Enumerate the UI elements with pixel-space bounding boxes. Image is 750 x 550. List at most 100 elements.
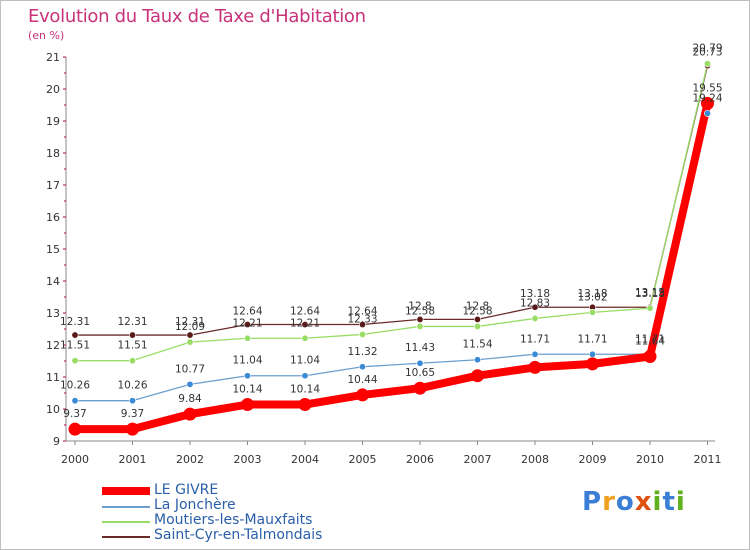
data-label-2-5: 12.33 xyxy=(347,313,377,325)
data-label-0-2: 9.84 xyxy=(178,393,202,405)
data-label-1-11: 19.24 xyxy=(692,92,722,104)
logo-letter: i xyxy=(652,487,663,517)
series-line-3 xyxy=(75,65,709,336)
series-line-2 xyxy=(75,63,709,362)
data-point-3-8 xyxy=(531,303,539,311)
data-label-2-7: 12.58 xyxy=(462,305,492,317)
data-point-3-6 xyxy=(416,315,424,323)
data-point-0-5 xyxy=(356,388,369,402)
data-point-1-11 xyxy=(703,109,711,117)
x-tick-label: 2011 xyxy=(694,453,722,466)
chart-points xyxy=(68,60,714,436)
data-label-0-11: 19.55 xyxy=(692,82,722,94)
data-point-3-3 xyxy=(244,321,252,329)
data-point-2-10 xyxy=(646,304,654,312)
y-tick-label: 12 xyxy=(46,339,60,352)
data-point-3-4 xyxy=(301,321,309,329)
data-point-2-3 xyxy=(244,334,252,342)
data-label-3-11: 20.73 xyxy=(692,47,722,59)
proxiti-logo: Proxiti xyxy=(582,487,686,517)
data-point-2-11 xyxy=(703,60,711,68)
data-point-1-5 xyxy=(358,363,366,371)
data-label-3-5: 12.64 xyxy=(347,306,377,318)
data-label-3-7: 12.8 xyxy=(466,300,489,312)
data-point-1-2 xyxy=(186,380,194,388)
x-tick-label: 2010 xyxy=(636,453,664,466)
data-point-0-1 xyxy=(126,422,139,436)
legend-label-le-givre: LE GIVRE xyxy=(154,482,219,498)
data-label-1-8: 11.71 xyxy=(520,333,550,345)
data-point-2-9 xyxy=(588,308,596,316)
data-label-1-6: 11.43 xyxy=(405,342,435,354)
data-label-1-4: 11.04 xyxy=(290,355,320,367)
legend-label-moutiers: Moutiers-les-Mauxfaits xyxy=(154,512,313,528)
y-tick-label: 15 xyxy=(46,243,60,256)
data-label-2-0: 11.51 xyxy=(60,340,90,352)
legend-swatch-la-jonchere xyxy=(102,506,150,508)
legend-label-la-jonchere: La Jonchère xyxy=(154,497,236,513)
data-point-3-0 xyxy=(71,331,79,339)
data-label-3-1: 12.31 xyxy=(117,316,147,328)
data-point-0-10 xyxy=(643,350,657,364)
data-label-3-6: 12.8 xyxy=(408,300,431,312)
logo-letter: t xyxy=(662,487,676,517)
x-tick-label: 2004 xyxy=(291,453,319,466)
data-point-1-1 xyxy=(129,397,137,405)
chart-lines xyxy=(75,63,712,434)
data-label-2-11: 20.79 xyxy=(692,43,722,55)
series-line-0 xyxy=(75,102,712,434)
data-point-1-0 xyxy=(71,397,79,405)
data-label-0-1: 9.37 xyxy=(121,408,144,420)
data-label-0-3: 10.14 xyxy=(232,384,262,396)
data-point-0-6 xyxy=(413,381,427,395)
data-label-3-4: 12.64 xyxy=(290,306,320,318)
x-tick-label: 2006 xyxy=(406,453,434,466)
logo-letter: r xyxy=(602,487,616,517)
x-tick-label: 2001 xyxy=(119,453,147,466)
data-point-0-4 xyxy=(298,398,312,412)
data-point-1-4 xyxy=(301,372,309,380)
data-label-0-10: 11.64 xyxy=(635,336,665,348)
data-point-2-1 xyxy=(129,357,137,365)
chart-unit: (en %) xyxy=(28,29,65,42)
x-tick-label: 2005 xyxy=(349,453,377,466)
logo-letter: i xyxy=(675,487,686,517)
data-point-2-2 xyxy=(186,338,194,346)
y-tick-label: 13 xyxy=(46,307,60,320)
data-label-1-7: 11.54 xyxy=(462,339,492,351)
data-label-3-10: 13.18 xyxy=(635,288,665,300)
data-label-3-3: 12.64 xyxy=(232,306,262,318)
data-point-1-6 xyxy=(416,359,424,367)
data-label-1-2: 10.77 xyxy=(175,363,205,375)
data-label-3-0: 12.31 xyxy=(60,316,90,328)
data-label-0-6: 10.65 xyxy=(405,367,435,379)
y-tick-label: 18 xyxy=(46,147,60,160)
data-label-3-9: 13.18 xyxy=(577,288,607,300)
data-point-3-1 xyxy=(129,331,137,339)
data-label-0-0: 9.37 xyxy=(63,408,86,420)
data-label-2-2: 12.09 xyxy=(175,321,205,333)
data-label-3-8: 13.18 xyxy=(520,288,550,300)
data-point-1-7 xyxy=(473,356,481,364)
data-point-0-11 xyxy=(701,96,714,110)
legend-label-saint-cyr: Saint-Cyr-en-Talmondais xyxy=(154,527,323,543)
data-label-2-6: 12.58 xyxy=(405,305,435,317)
x-tick-label: 2007 xyxy=(464,453,492,466)
chart-axes: 9 10 11 12 13 14 15 16 17 18 19 20 21 2000 2001 2002 200… xyxy=(46,51,722,466)
data-point-3-7 xyxy=(473,315,481,323)
data-label-1-0: 10.26 xyxy=(60,380,90,392)
y-tick-label: 21 xyxy=(46,51,60,64)
logo-letter: P xyxy=(582,487,603,517)
logo-letter: o xyxy=(615,487,635,517)
data-label-2-9: 13.02 xyxy=(577,291,607,303)
data-point-0-2 xyxy=(183,407,197,421)
data-label-1-3: 11.04 xyxy=(232,355,262,367)
data-point-0-3 xyxy=(241,398,254,412)
data-label-1-5: 11.32 xyxy=(347,346,377,358)
data-point-1-3 xyxy=(244,372,252,380)
y-tick-label: 19 xyxy=(46,115,60,128)
data-point-2-8 xyxy=(531,314,539,322)
y-tick-label: 9 xyxy=(53,435,60,448)
